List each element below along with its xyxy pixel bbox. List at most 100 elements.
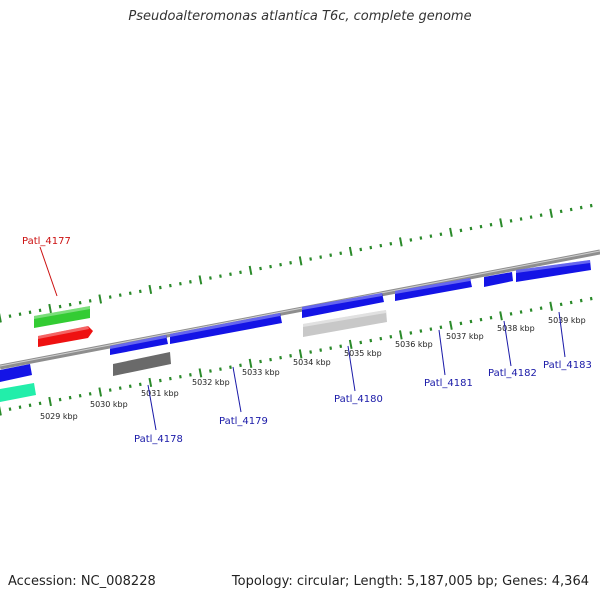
gene-left-edge[interactable]	[0, 364, 32, 382]
gene-label-patl-4177[interactable]: Patl_4177	[22, 236, 71, 247]
minor-tick	[369, 338, 373, 343]
minor-tick	[509, 312, 513, 316]
minor-tick	[409, 331, 413, 335]
minor-tick	[289, 261, 292, 265]
minor-tick	[389, 334, 393, 339]
gene-patl-4181[interactable]	[395, 278, 472, 301]
minor-tick	[559, 209, 563, 214]
minor-tick	[379, 336, 383, 341]
upper-tick-track	[0, 203, 593, 323]
minor-tick	[189, 373, 192, 377]
gene-teal-edge[interactable]	[0, 383, 36, 402]
major-tick	[98, 294, 103, 304]
kbp-labels: 5029 kbp 5030 kbp 5031 kbp 5032 kbp 5033…	[40, 316, 586, 421]
gene-patl-4179[interactable]	[170, 313, 282, 344]
minor-tick	[339, 344, 343, 349]
gene-patl-4178[interactable]	[113, 352, 171, 376]
minor-tick	[229, 365, 232, 369]
minor-tick	[88, 299, 92, 303]
minor-tick	[509, 219, 513, 223]
minor-tick	[219, 367, 222, 371]
kbp-label: 5037 kbp	[446, 332, 484, 341]
gene-patl-4180-forward[interactable]	[302, 293, 384, 318]
major-tick	[0, 313, 2, 323]
minor-tick	[459, 321, 463, 326]
minor-tick	[118, 386, 122, 390]
major-tick	[549, 208, 553, 218]
minor-tick	[559, 302, 563, 307]
gene-patl-4183[interactable]	[516, 260, 591, 282]
minor-tick	[539, 213, 543, 217]
minor-tick	[419, 329, 423, 333]
minor-tick	[319, 348, 323, 352]
minor-tick	[309, 350, 313, 354]
minor-tick	[28, 310, 32, 315]
minor-tick	[309, 257, 313, 261]
minor-tick	[18, 312, 22, 316]
minor-tick	[28, 403, 32, 408]
minor-tick	[319, 255, 323, 259]
minor-tick	[339, 251, 343, 256]
gene-label-patl-4183[interactable]: Patl_4183	[543, 360, 592, 371]
gene-patl-4180-reverse[interactable]	[303, 310, 387, 337]
minor-tick	[419, 236, 423, 240]
gene-label-patl-4180[interactable]: Patl_4180	[334, 394, 383, 405]
gene-label-patl-4181[interactable]: Patl_4181	[424, 378, 473, 389]
minor-tick	[88, 392, 92, 396]
minor-tick	[229, 272, 232, 276]
minor-tick	[329, 346, 333, 350]
minor-tick	[118, 293, 122, 297]
major-tick	[499, 311, 503, 321]
minor-tick	[269, 357, 272, 362]
minor-tick	[8, 407, 12, 411]
gene-label-patl-4179[interactable]: Patl_4179	[219, 416, 268, 427]
minor-tick	[579, 298, 583, 303]
gene-label-patl-4178[interactable]: Patl_4178	[134, 434, 183, 445]
gene-forward-1[interactable]	[110, 335, 168, 355]
minor-tick	[168, 283, 172, 288]
major-tick	[348, 246, 353, 256]
major-tick	[399, 330, 403, 340]
minor-tick	[429, 234, 433, 238]
major-tick	[549, 301, 553, 311]
major-tick	[198, 368, 203, 378]
minor-tick	[18, 405, 22, 409]
minor-tick	[589, 296, 593, 301]
minor-tick	[128, 384, 132, 389]
minor-tick	[569, 300, 573, 305]
minor-tick	[569, 207, 573, 212]
minor-tick	[279, 262, 282, 267]
minor-tick	[78, 300, 82, 305]
minor-tick	[178, 281, 182, 286]
major-tick	[48, 303, 52, 314]
kbp-label: 5036 kbp	[395, 340, 433, 349]
minor-tick	[439, 232, 443, 237]
gene-label-patl-4182[interactable]: Patl_4182	[488, 368, 537, 379]
minor-tick	[289, 354, 292, 358]
backbone	[0, 249, 600, 370]
map-title: Pseudoalteromonas atlantica T6c, complet…	[128, 9, 472, 24]
major-tick	[0, 406, 2, 416]
gene-patl-4177-red[interactable]	[38, 326, 93, 347]
minor-tick	[108, 388, 112, 392]
minor-tick	[429, 327, 433, 331]
minor-tick	[68, 395, 72, 400]
minor-tick	[78, 393, 82, 398]
minor-tick	[58, 397, 62, 402]
minor-tick	[108, 295, 112, 299]
minor-tick	[529, 308, 533, 312]
minor-tick	[539, 306, 543, 310]
kbp-label: 5035 kbp	[344, 349, 382, 358]
topology-label: Topology: circular; Length: 5,187,005 bp…	[231, 574, 589, 589]
gene-patl-4182[interactable]	[484, 272, 513, 287]
minor-tick	[359, 247, 363, 252]
kbp-label: 5030 kbp	[90, 400, 128, 409]
gene-patl-4177-green[interactable]	[34, 306, 90, 328]
kbp-label: 5034 kbp	[293, 358, 331, 367]
major-tick	[298, 256, 303, 266]
major-tick	[148, 377, 153, 388]
minor-tick	[178, 374, 182, 379]
minor-tick	[479, 224, 483, 229]
kbp-label: 5031 kbp	[141, 389, 179, 398]
